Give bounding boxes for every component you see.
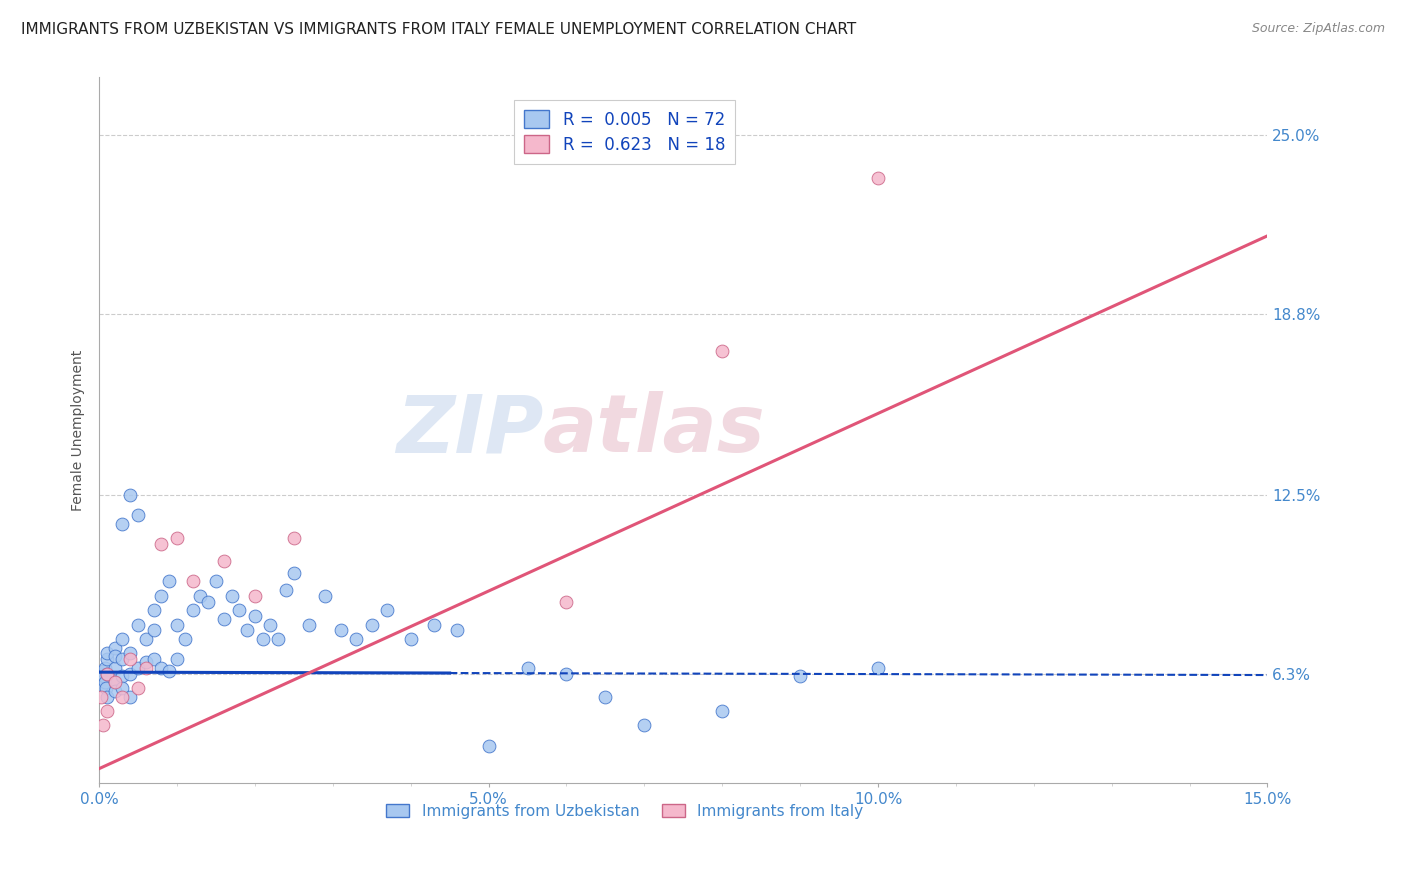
Point bbox=[711, 704, 734, 718]
Point bbox=[228, 603, 250, 617]
Point bbox=[181, 574, 204, 589]
Text: ZIP: ZIP bbox=[395, 392, 543, 469]
Point bbox=[96, 690, 118, 704]
Point bbox=[96, 647, 118, 661]
Point bbox=[555, 666, 578, 681]
Point bbox=[423, 617, 446, 632]
Y-axis label: Female Unemployment: Female Unemployment bbox=[72, 350, 86, 511]
Point bbox=[93, 675, 115, 690]
Point bbox=[94, 661, 117, 675]
Point bbox=[150, 661, 173, 675]
Point bbox=[399, 632, 422, 646]
Point bbox=[91, 678, 114, 692]
Point bbox=[91, 664, 114, 678]
Point bbox=[166, 652, 188, 666]
Point bbox=[127, 617, 149, 632]
Point bbox=[104, 661, 127, 675]
Point bbox=[120, 488, 142, 502]
Point bbox=[111, 652, 134, 666]
Text: IMMIGRANTS FROM UZBEKISTAN VS IMMIGRANTS FROM ITALY FEMALE UNEMPLOYMENT CORRELAT: IMMIGRANTS FROM UZBEKISTAN VS IMMIGRANTS… bbox=[21, 22, 856, 37]
Point bbox=[298, 617, 321, 632]
Point bbox=[166, 617, 188, 632]
Point bbox=[150, 537, 173, 551]
Point bbox=[274, 583, 297, 598]
Point bbox=[120, 690, 142, 704]
Point bbox=[555, 594, 578, 608]
Point bbox=[120, 666, 142, 681]
Point bbox=[446, 624, 468, 638]
Point bbox=[360, 617, 382, 632]
Point bbox=[90, 666, 112, 681]
Point bbox=[90, 690, 112, 704]
Point bbox=[104, 675, 127, 690]
Point bbox=[127, 661, 149, 675]
Point bbox=[111, 632, 134, 646]
Point bbox=[94, 681, 117, 695]
Point bbox=[267, 632, 290, 646]
Point bbox=[135, 655, 157, 669]
Point bbox=[283, 531, 305, 545]
Point bbox=[96, 666, 118, 681]
Point bbox=[711, 344, 734, 359]
Point bbox=[173, 632, 195, 646]
Point bbox=[157, 574, 180, 589]
Point bbox=[111, 690, 134, 704]
Text: atlas: atlas bbox=[543, 392, 766, 469]
Point bbox=[595, 690, 617, 704]
Point bbox=[283, 566, 305, 580]
Point bbox=[314, 589, 336, 603]
Point bbox=[344, 632, 367, 646]
Point bbox=[221, 589, 243, 603]
Point bbox=[866, 171, 889, 186]
Point bbox=[259, 617, 281, 632]
Point bbox=[181, 603, 204, 617]
Point bbox=[190, 589, 212, 603]
Point bbox=[90, 673, 112, 687]
Point bbox=[236, 624, 259, 638]
Point bbox=[212, 612, 235, 626]
Point bbox=[96, 704, 118, 718]
Point bbox=[120, 647, 142, 661]
Point bbox=[157, 664, 180, 678]
Point bbox=[111, 669, 134, 683]
Point bbox=[142, 624, 165, 638]
Point bbox=[104, 684, 127, 698]
Point bbox=[212, 554, 235, 568]
Point bbox=[375, 603, 398, 617]
Point bbox=[96, 666, 118, 681]
Point bbox=[127, 508, 149, 523]
Legend: Immigrants from Uzbekistan, Immigrants from Italy: Immigrants from Uzbekistan, Immigrants f… bbox=[380, 797, 869, 825]
Point bbox=[93, 669, 115, 683]
Point bbox=[243, 589, 266, 603]
Point bbox=[477, 739, 499, 753]
Point bbox=[166, 531, 188, 545]
Point bbox=[789, 669, 811, 683]
Point bbox=[96, 652, 118, 666]
Point bbox=[142, 603, 165, 617]
Point bbox=[135, 632, 157, 646]
Point bbox=[135, 661, 157, 675]
Text: Source: ZipAtlas.com: Source: ZipAtlas.com bbox=[1251, 22, 1385, 36]
Point bbox=[111, 681, 134, 695]
Point bbox=[633, 718, 655, 732]
Point bbox=[243, 609, 266, 624]
Point bbox=[120, 652, 142, 666]
Point bbox=[516, 661, 538, 675]
Point bbox=[104, 649, 127, 664]
Point bbox=[91, 718, 114, 732]
Point bbox=[866, 661, 889, 675]
Point bbox=[104, 675, 127, 690]
Point bbox=[150, 589, 173, 603]
Point bbox=[329, 624, 352, 638]
Point bbox=[104, 640, 127, 655]
Point bbox=[111, 516, 134, 531]
Point bbox=[142, 652, 165, 666]
Point bbox=[197, 594, 219, 608]
Point bbox=[205, 574, 228, 589]
Point bbox=[127, 681, 149, 695]
Point bbox=[252, 632, 274, 646]
